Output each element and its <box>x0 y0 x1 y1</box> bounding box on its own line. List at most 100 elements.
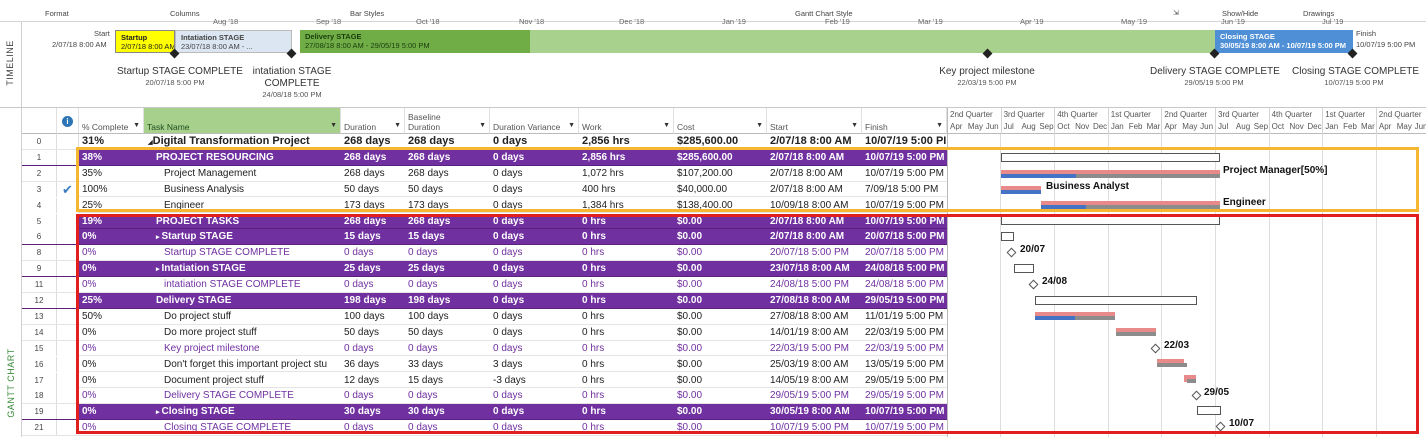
row-id[interactable]: 0 <box>22 134 57 149</box>
cell-dur[interactable]: 50 days <box>344 183 380 195</box>
row-id[interactable]: 15 <box>22 340 57 356</box>
task-name-cell[interactable]: Business Analysis <box>144 182 341 197</box>
header-task-name[interactable]: Task Name ▼ <box>144 108 341 134</box>
cell-var[interactable]: 0 days <box>493 231 525 243</box>
chevron-down-icon[interactable]: ▼ <box>568 122 575 129</box>
cell-dur[interactable]: 198 days <box>344 295 387 306</box>
cell-start[interactable]: 10/09/18 8:00 AM <box>770 199 849 211</box>
gantt-summary-bar[interactable] <box>1001 232 1014 241</box>
cell-fin[interactable]: 10/07/19 5:00 PM <box>865 406 945 418</box>
row-id[interactable]: 12 <box>22 293 57 308</box>
gantt-task-bar[interactable] <box>1157 363 1187 367</box>
cell-fin[interactable]: 24/08/18 5:00 PM <box>865 279 944 291</box>
gantt-timescale[interactable]: 2nd Quarter 3rd Quarter 4th Quarter 1st Qua… <box>947 108 1426 134</box>
cell-work[interactable]: 0 hrs <box>582 422 605 434</box>
ribbon-group-show-hide[interactable]: Show/Hide <box>1222 9 1259 18</box>
gantt-task-bar[interactable] <box>1075 316 1115 320</box>
cell-pct[interactable]: 31% <box>82 135 105 147</box>
cell-work[interactable]: 0 hrs <box>582 326 605 338</box>
cell-bdur[interactable]: 173 days <box>408 199 449 211</box>
cell-start[interactable]: 30/05/19 8:00 AM <box>770 406 850 418</box>
header-start[interactable]: Start ▼ <box>767 108 862 134</box>
gantt-task-bar[interactable] <box>1187 379 1196 383</box>
timeline-divider[interactable] <box>0 107 1426 108</box>
cell-bdur[interactable]: 25 days <box>408 263 445 275</box>
header-cost[interactable]: Cost ▼ <box>674 108 767 134</box>
cell-cost[interactable]: $0.00 <box>677 374 703 386</box>
cell-bdur[interactable]: 268 days <box>408 151 451 163</box>
cell-pct[interactable]: 0% <box>82 342 97 354</box>
cell-start[interactable]: 23/07/18 8:00 AM <box>770 263 850 275</box>
ribbon-group-drawings[interactable]: Drawings <box>1303 9 1335 18</box>
cell-work[interactable]: 0 hrs <box>582 342 605 354</box>
chevron-down-icon[interactable]: ▼ <box>663 122 670 129</box>
row-id[interactable]: 21 <box>22 420 57 436</box>
gantt-summary-bar[interactable] <box>1014 264 1034 273</box>
timeline-bar-intatiation[interactable]: Intatiation STAGE 23/07/18 8:00 AM - ... <box>175 30 292 53</box>
task-name-cell[interactable]: Project Management <box>144 166 341 181</box>
cell-start[interactable]: 22/03/19 5:00 PM <box>770 342 849 354</box>
cell-dur[interactable]: 0 days <box>344 422 374 434</box>
cell-dur[interactable]: 0 days <box>344 247 374 259</box>
cell-var[interactable]: 0 days <box>493 342 523 354</box>
row-id[interactable]: 8 <box>22 245 57 261</box>
row-id[interactable]: 4 <box>22 197 57 213</box>
cell-dur[interactable]: 268 days <box>344 151 387 163</box>
cell-fin[interactable]: 22/03/19 5:00 PM <box>865 342 944 354</box>
cell-cost[interactable]: $0.00 <box>677 358 703 370</box>
task-name-cell[interactable]: Closing STAGE COMPLETE <box>144 420 341 435</box>
header-pct-complete[interactable]: % Complete ▼ <box>79 108 144 134</box>
cell-work[interactable]: 0 hrs <box>582 390 605 402</box>
cell-dur[interactable]: 173 days <box>344 199 385 211</box>
cell-cost[interactable]: $0.00 <box>677 247 703 259</box>
row-id[interactable]: 6 <box>22 229 57 245</box>
cell-fin[interactable]: 24/08/18 5:00 PM <box>865 263 945 275</box>
cell-cost[interactable]: $0.00 <box>677 310 703 322</box>
cell-dur[interactable]: 30 days <box>344 406 381 418</box>
chevron-down-icon[interactable]: ▼ <box>851 122 858 129</box>
cell-var[interactable]: 0 days <box>493 422 523 434</box>
table-row[interactable]: 6 0% ▸ Startup STAGE 15 days 15 days 0 days 0 … <box>22 229 947 246</box>
cell-pct[interactable]: 0% <box>82 231 97 243</box>
cell-var[interactable]: 0 days <box>493 326 523 338</box>
header-finish[interactable]: Finish ▼ <box>862 108 947 134</box>
cell-work[interactable]: 0 hrs <box>582 358 605 370</box>
cell-pct[interactable]: 0% <box>82 390 97 402</box>
chevron-down-icon[interactable]: ▼ <box>394 122 401 129</box>
table-row[interactable]: 18 0% Delivery STAGE COMPLETE 0 days 0 days 0… <box>22 388 947 405</box>
cell-start[interactable]: 2/07/18 8:00 AM <box>770 231 845 243</box>
cell-bdur[interactable]: 268 days <box>408 135 455 147</box>
table-row[interactable]: 2 35% Project Management 268 days 268 days 0 … <box>22 165 947 182</box>
ribbon-group-bar-styles[interactable]: Bar Styles <box>350 9 385 18</box>
expand-caret-icon[interactable]: ▸ <box>156 409 162 417</box>
cell-cost[interactable]: $0.00 <box>677 406 703 418</box>
cell-bdur[interactable]: 30 days <box>408 406 445 418</box>
cell-work[interactable]: 0 hrs <box>582 406 606 418</box>
timeline-milestone[interactable]: Delivery STAGE COMPLETE 29/05/19 5:00 PM <box>1150 66 1280 87</box>
cell-var[interactable]: 0 days <box>493 295 525 306</box>
cell-pct[interactable]: 0% <box>82 263 97 275</box>
header-indicators[interactable]: i <box>57 108 79 134</box>
task-name-cell[interactable]: Delivery STAGE <box>144 293 341 308</box>
cell-work[interactable]: 0 hrs <box>582 247 605 259</box>
cell-start[interactable]: 25/03/19 8:00 AM <box>770 358 849 370</box>
row-id[interactable]: 11 <box>22 277 57 293</box>
task-name-cell[interactable]: ◢Digital Transformation Project <box>144 134 341 149</box>
cell-dur[interactable]: 12 days <box>344 374 380 386</box>
cell-work[interactable]: 2,856 hrs <box>582 135 630 147</box>
cell-fin[interactable]: 29/05/19 5:00 PM <box>865 295 945 306</box>
chevron-down-icon[interactable]: ▼ <box>756 122 763 129</box>
table-row[interactable]: 1 38% PROJECT RESOURCING 268 days 268 days 0 … <box>22 149 947 166</box>
header-id[interactable] <box>22 108 57 134</box>
cell-pct[interactable]: 0% <box>82 422 97 434</box>
cell-dur[interactable]: 268 days <box>344 167 385 179</box>
cell-bdur[interactable]: 50 days <box>408 183 444 195</box>
cell-var[interactable]: -3 days <box>493 374 526 386</box>
cell-bdur[interactable]: 0 days <box>408 422 438 434</box>
cell-var[interactable]: 0 days <box>493 247 523 259</box>
chevron-down-icon[interactable]: ▼ <box>133 122 140 129</box>
cell-var[interactable]: 0 days <box>493 279 523 291</box>
table-row[interactable]: 5 19% PROJECT TASKS 268 days 268 days 0 days 0… <box>22 213 947 230</box>
cell-fin[interactable]: 10/07/19 5:00 PI <box>865 135 947 147</box>
task-name-cell[interactable]: Document project stuff <box>144 373 341 388</box>
